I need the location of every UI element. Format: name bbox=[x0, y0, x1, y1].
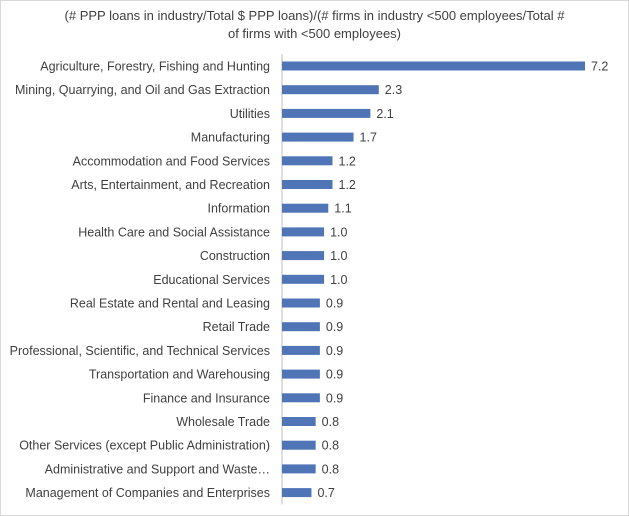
category-label: Finance and Insurance bbox=[143, 391, 270, 405]
bar bbox=[282, 180, 333, 189]
bar bbox=[282, 345, 320, 355]
data-label: 1.1 bbox=[334, 202, 351, 216]
bar bbox=[282, 203, 329, 213]
bar bbox=[282, 369, 320, 379]
data-label: 2.3 bbox=[385, 83, 402, 97]
category-label: Transportation and Warehousing bbox=[89, 368, 270, 382]
bar bbox=[282, 156, 333, 166]
bar bbox=[282, 298, 320, 308]
category-label: Other Services (except Public Administra… bbox=[19, 439, 270, 453]
category-label: Mining, Quarrying, and Oil and Gas Extra… bbox=[15, 83, 270, 97]
data-label: 1.7 bbox=[360, 131, 377, 145]
bar bbox=[282, 251, 325, 261]
category-label: Information bbox=[207, 202, 270, 216]
data-label: 0.9 bbox=[326, 391, 343, 405]
category-label: Accommodation and Food Services bbox=[73, 154, 270, 168]
category-label: Real Estate and Rental and Leasing bbox=[70, 297, 270, 311]
data-label: 0.8 bbox=[322, 462, 339, 476]
bar bbox=[282, 132, 354, 142]
bar bbox=[282, 108, 371, 118]
bar bbox=[282, 440, 316, 450]
bar bbox=[282, 393, 320, 403]
category-label: Arts, Entertainment, and Recreation bbox=[71, 178, 270, 192]
data-label: 0.9 bbox=[326, 368, 343, 382]
chart-title-line-2: of firms with <500 employees) bbox=[227, 26, 402, 41]
data-label: 1.0 bbox=[330, 273, 347, 287]
bar bbox=[282, 488, 312, 498]
category-label: Professional, Scientific, and Technical … bbox=[10, 344, 270, 358]
data-label: 0.9 bbox=[326, 320, 343, 334]
category-label: Manufacturing bbox=[191, 131, 270, 145]
bar bbox=[282, 274, 325, 284]
bar bbox=[282, 322, 320, 332]
category-label: Educational Services bbox=[153, 273, 270, 287]
bar bbox=[282, 85, 379, 95]
data-label: 1.0 bbox=[330, 249, 347, 263]
category-label: Health Care and Social Assistance bbox=[78, 225, 270, 239]
data-label: 7.2 bbox=[591, 60, 608, 74]
category-label: Agriculture, Forestry, Fishing and Hunti… bbox=[40, 60, 270, 74]
category-label: Management of Companies and Enterprises bbox=[25, 486, 270, 500]
bar bbox=[282, 464, 316, 474]
data-label: 2.1 bbox=[376, 107, 393, 121]
bar bbox=[282, 227, 325, 237]
category-label: Administrative and Support and Waste… bbox=[45, 462, 270, 476]
data-label: 1.0 bbox=[330, 225, 347, 239]
data-label: 1.2 bbox=[339, 178, 356, 192]
data-label: 0.8 bbox=[322, 439, 339, 453]
data-label: 0.7 bbox=[317, 486, 334, 500]
data-label: 1.2 bbox=[339, 154, 356, 168]
data-label: 0.9 bbox=[326, 297, 343, 311]
data-label: 0.8 bbox=[322, 415, 339, 429]
data-label: 0.9 bbox=[326, 344, 343, 358]
category-label: Utilities bbox=[230, 107, 270, 121]
bar bbox=[282, 417, 316, 426]
chart-title-line-1: (# PPP loans in industry/Total $ PPP loa… bbox=[64, 8, 565, 23]
category-label: Retail Trade bbox=[203, 320, 270, 334]
category-label: Wholesale Trade bbox=[176, 415, 270, 429]
bar bbox=[282, 61, 585, 71]
category-label: Construction bbox=[200, 249, 270, 263]
chart-title: (# PPP loans in industry/Total $ PPP loa… bbox=[1, 7, 628, 43]
